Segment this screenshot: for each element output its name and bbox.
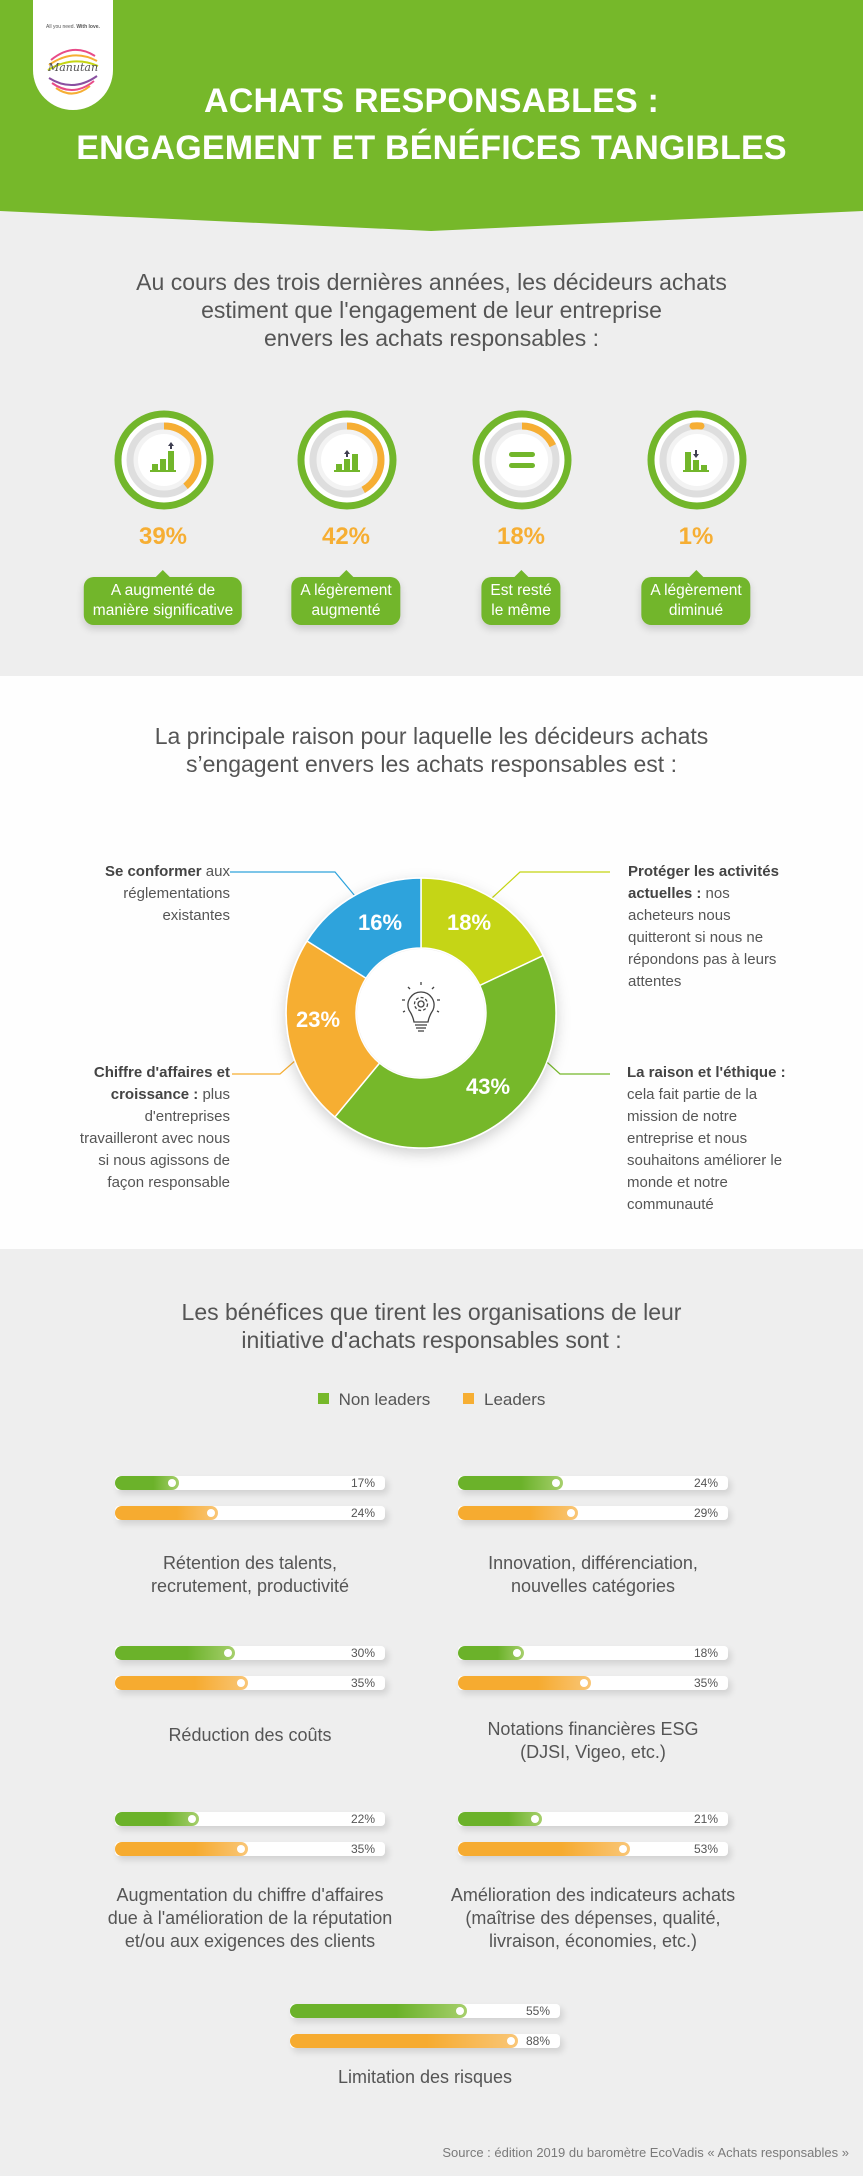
bar-leaders: 35% (115, 1676, 385, 1690)
bar-chart-down-icon (683, 450, 709, 472)
reasons-donut-chart: 16% 18% 43% 23% (230, 871, 610, 1149)
legend-swatch-green (317, 1393, 329, 1404)
title-line-2: ENGAGEMENT ET BÉNÉFICES TANGIBLES (76, 129, 787, 167)
bar-leaders: 88% (290, 2034, 560, 2048)
benefit-label: Innovation, différenciation, nouvelles ca… (488, 1553, 698, 1596)
bar-leaders: 24% (115, 1506, 385, 1520)
benefit-label: Augmentation du chiffre d'affaires due à … (107, 1885, 393, 1951)
segment-compliance (305, 877, 422, 980)
segment-value-compliance: 16% (358, 910, 402, 935)
engagement-heading: Au cours des trois dernières années, les… (136, 269, 727, 351)
leader-line-growth (232, 1059, 297, 1075)
bar-leaders: 29% (458, 1506, 728, 1520)
bar-chart-slight-up-icon (334, 450, 360, 472)
legend-swatch-orange (462, 1393, 474, 1404)
reason-label-growth: Chiffre d'affaires et croissance : plus … (79, 1064, 230, 1191)
segment-growth (285, 939, 381, 1119)
bar-non-leaders: 30% (115, 1646, 385, 1660)
segment-value-ethics: 43% (466, 1074, 510, 1099)
engagement-label-bubble: A légèrement augmenté (291, 570, 401, 625)
reasons-section: La principale raison pour laquelle les d… (0, 676, 863, 1249)
benefits-legend: Non leaders Leaders (0, 1390, 863, 1410)
engagement-label-bubble: A augmenté de manière significative (83, 570, 243, 625)
bar-chart-up-icon (150, 442, 176, 472)
title-line-1: ACHATS RESPONSABLES : (203, 82, 660, 120)
gauge-ring (297, 410, 397, 510)
segment-value-protect: 18% (447, 910, 491, 935)
logo-name: Manutan (47, 61, 99, 74)
benefit-talent-retention: 17% 24% Rétention des talents, recrutemen… (115, 1476, 385, 1596)
bar-leaders: 53% (458, 1842, 728, 1856)
benefit-esg-ratings: 18% 35% Notations financières ESG (DJSI, … (458, 1646, 728, 1762)
engagement-value: 42% (321, 523, 371, 550)
bar-leaders: 35% (458, 1676, 728, 1690)
benefit-label: Notations financières ESG (DJSI, Vigeo, e… (487, 1719, 699, 1762)
engagement-label-bubble: Est resté le même (481, 570, 561, 625)
benefit-label: Réduction des coûts (168, 1725, 332, 1745)
equals-icon (509, 452, 535, 468)
logo-tagline: All you need. With love. (46, 24, 100, 30)
lightbulb-gear-icon (402, 982, 440, 1032)
bar-leaders: 35% (115, 1842, 385, 1856)
reason-label-protect: Protéger les activités actuelles : nos a… (628, 863, 779, 990)
benefit-revenue-reputation: 22% 35% Augmentation du chiffre d'affair… (108, 1812, 392, 1951)
gauge-ring (472, 410, 572, 510)
bar-non-leaders: 17% (115, 1476, 385, 1490)
bar-non-leaders: 55% (290, 2004, 560, 2018)
legend-non-leaders: Non leaders (317, 1390, 430, 1410)
leader-line-protect (491, 871, 610, 899)
gauge-ring (647, 410, 747, 510)
page-title: ACHATS RESPONSABLES : ENGAGEMENT ET BÉNÉ… (0, 78, 863, 172)
leader-line-compliance (230, 871, 356, 897)
reason-label-compliance: Se conformer aux réglementations existan… (104, 863, 230, 924)
engagement-value: 39% (138, 523, 188, 550)
benefit-innovation: 24% 29% Innovation, différenciation, nouv… (458, 1476, 728, 1596)
segment-protect (420, 877, 545, 987)
gauge-ring (114, 410, 214, 510)
engagement-label-bubble: A légèrement diminué (641, 570, 751, 625)
header-banner: All you need. With love. Manutan ACHATS … (0, 0, 863, 232)
reasons-heading: La principale raison pour laquelle les d… (154, 723, 709, 777)
benefit-risk-limitation: 55% 88% Limitation des risques (290, 2004, 560, 2087)
header-background (0, 0, 863, 231)
reason-label-ethics: La raison et l'éthique : cela fait parti… (627, 1064, 786, 1213)
legend-leaders: Leaders (462, 1390, 545, 1410)
bar-non-leaders: 18% (458, 1646, 728, 1660)
segment-value-growth: 23% (296, 1007, 340, 1032)
benefit-purchasing-kpis: 21% 53% Amélioration des indicateurs ach… (451, 1812, 735, 1951)
bar-non-leaders: 22% (115, 1812, 385, 1826)
segment-ethics (333, 954, 557, 1149)
logo-swirl-icon (47, 49, 99, 95)
engagement-value: 1% (678, 523, 714, 550)
bar-non-leaders: 21% (458, 1812, 728, 1826)
benefit-label: Amélioration des indicateurs achats (maît… (450, 1885, 736, 1951)
benefit-label: Limitation des risques (337, 2067, 513, 2087)
bar-non-leaders: 24% (458, 1476, 728, 1490)
source-note: Source : édition 2019 du baromètre EcoVa… (442, 2145, 849, 2160)
engagement-value: 18% (496, 523, 546, 550)
manutan-logo[interactable]: All you need. With love. Manutan (33, 0, 113, 110)
benefit-cost-reduction: 30% 35% Réduction des coûts (115, 1646, 385, 1745)
benefits-heading: Les bénéfices que tirent les organisatio… (181, 1299, 682, 1353)
benefit-label: Rétention des talents, recrutement, produ… (150, 1553, 350, 1596)
